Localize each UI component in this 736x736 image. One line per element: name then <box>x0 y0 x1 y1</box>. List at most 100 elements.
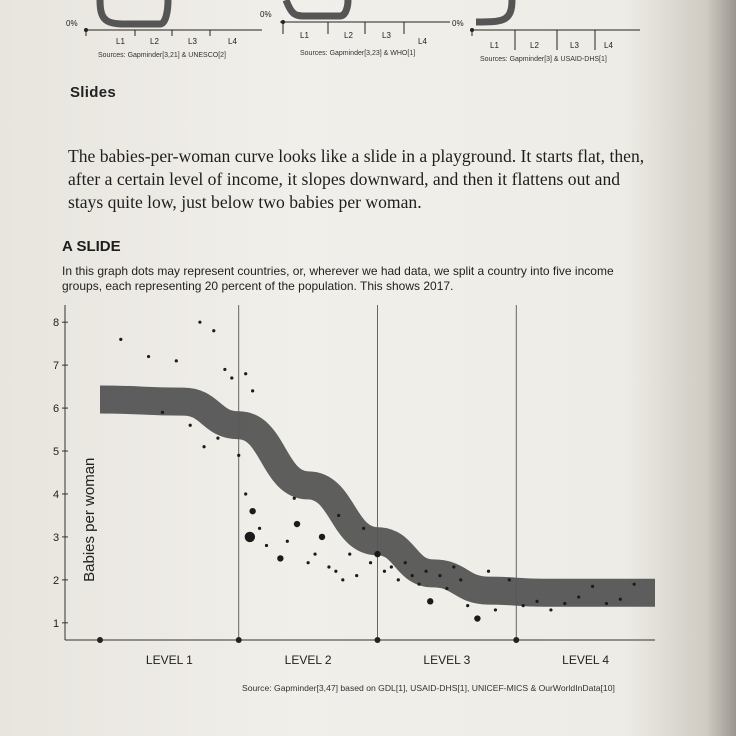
data-point <box>362 526 366 530</box>
mini-chart-1-curve <box>96 0 172 28</box>
data-point <box>521 604 525 608</box>
data-point <box>202 445 206 449</box>
mini-chart-3-level: L4 <box>604 41 613 50</box>
data-point <box>277 555 284 562</box>
y-tick-label: 3 <box>53 532 59 544</box>
mini-chart-2-level: L1 <box>300 31 309 40</box>
mini-chart-2-level: L4 <box>418 37 427 46</box>
data-point <box>427 598 434 605</box>
data-point <box>251 389 255 393</box>
data-point <box>285 539 289 543</box>
level-divider-dot <box>513 637 520 643</box>
mini-chart-3-level: L2 <box>530 41 539 50</box>
data-point <box>212 329 216 333</box>
mini-chart-3: 0% L1 L2 L3 L4 <box>452 0 640 50</box>
data-point <box>198 320 202 324</box>
data-point <box>618 597 622 601</box>
data-point <box>313 552 317 556</box>
mini-chart-2-axis-dot <box>281 20 285 24</box>
y-axis-label: Babies per woman <box>81 458 98 582</box>
data-point <box>604 601 609 606</box>
data-point <box>341 578 345 582</box>
mini-chart-3-source: Sources: Gapminder[3] & USAID-DHS[1] <box>480 56 607 63</box>
y-tick-label: 4 <box>53 489 59 501</box>
data-point <box>318 533 326 541</box>
data-point <box>327 565 331 569</box>
level-divider-dot <box>374 637 381 643</box>
mini-chart-2: 0% L1 L2 L3 L4 <box>260 0 450 46</box>
mini-chart-3-pct-label: 0% <box>452 19 464 28</box>
data-point <box>337 513 341 518</box>
mini-chart-3-curve <box>475 0 516 26</box>
chart-title: A SLIDE <box>62 238 121 255</box>
mini-chart-2-level: L2 <box>344 31 353 40</box>
mini-chart-1-source: Sources: Gapminder[3,21] & UNESCO[2] <box>98 52 226 59</box>
mini-chart-2-pct-label: 0% <box>260 10 272 19</box>
x-category-label: LEVEL 1 <box>146 653 193 667</box>
data-point <box>264 543 269 548</box>
data-point <box>590 584 595 588</box>
data-point <box>466 604 470 608</box>
data-point <box>119 337 123 341</box>
data-point <box>493 608 498 612</box>
data-point <box>223 367 227 372</box>
mini-chart-2-level: L3 <box>382 31 391 40</box>
data-point <box>507 578 511 582</box>
mini-chart-1-axis-dot <box>84 28 88 32</box>
chart-source: Source: Gapminder[3,47] based on GDL[1],… <box>242 683 615 693</box>
mini-chart-1-level: L4 <box>228 37 237 46</box>
data-point <box>474 615 481 622</box>
mini-chart-2-source: Sources: Gapminder[3,23] & WHO[1] <box>300 50 416 57</box>
data-point <box>355 573 359 578</box>
data-point <box>632 582 636 586</box>
data-point <box>486 569 491 573</box>
mini-chart-3-level: L3 <box>570 41 579 50</box>
mini-chart-1-pct-label: 0% <box>66 19 78 28</box>
data-point <box>244 492 248 496</box>
data-point <box>348 552 352 556</box>
data-point <box>249 507 256 515</box>
data-point <box>244 372 248 376</box>
data-point <box>230 376 234 380</box>
data-point <box>424 569 428 573</box>
mini-chart-3-level: L1 <box>490 41 499 50</box>
data-point <box>306 561 310 565</box>
mini-chart-1: 0% L1 L2 L3 L4 <box>66 0 262 46</box>
data-point <box>563 601 567 606</box>
data-point <box>389 565 393 569</box>
x-category-label: LEVEL 3 <box>423 653 470 667</box>
data-point <box>403 561 407 565</box>
y-tick-label: 8 <box>53 317 59 329</box>
y-tick-label: 5 <box>53 446 59 458</box>
y-tick-label: 7 <box>53 360 59 372</box>
data-point <box>188 423 192 427</box>
mini-chart-3-axis-dot <box>470 28 474 32</box>
y-tick-label: 1 <box>53 618 59 630</box>
mini-chart-2-curve <box>282 0 352 20</box>
data-point <box>292 496 296 500</box>
data-point <box>174 359 178 363</box>
data-point <box>396 578 400 582</box>
mini-chart-1-level: L3 <box>188 37 197 46</box>
data-point <box>445 586 449 591</box>
top-mini-charts: 0% L1 L2 L3 L4 0% <box>0 0 736 72</box>
data-point <box>410 573 414 578</box>
top-mini-charts-svg: 0% L1 L2 L3 L4 0% <box>66 0 640 50</box>
chart-plot-area: 1 2 3 4 5 6 7 8 Babies per woman LEVEL 1 LEVEL 2 LE… <box>53 305 655 667</box>
body-paragraph: The babies-per-woman curve looks like a … <box>68 146 645 212</box>
data-point <box>244 531 256 543</box>
data-point <box>459 578 463 582</box>
level-divider-dot <box>235 637 242 643</box>
x-category-label: LEVEL 2 <box>285 653 332 667</box>
data-point <box>237 453 241 457</box>
data-point <box>293 520 301 528</box>
data-point <box>382 569 387 573</box>
x-category-label: LEVEL 4 <box>562 653 609 667</box>
y-tick-label: 2 <box>53 575 59 587</box>
data-point <box>257 526 262 530</box>
data-point <box>452 565 456 569</box>
data-point <box>374 550 381 558</box>
data-point <box>535 599 539 603</box>
data-point <box>417 582 421 586</box>
